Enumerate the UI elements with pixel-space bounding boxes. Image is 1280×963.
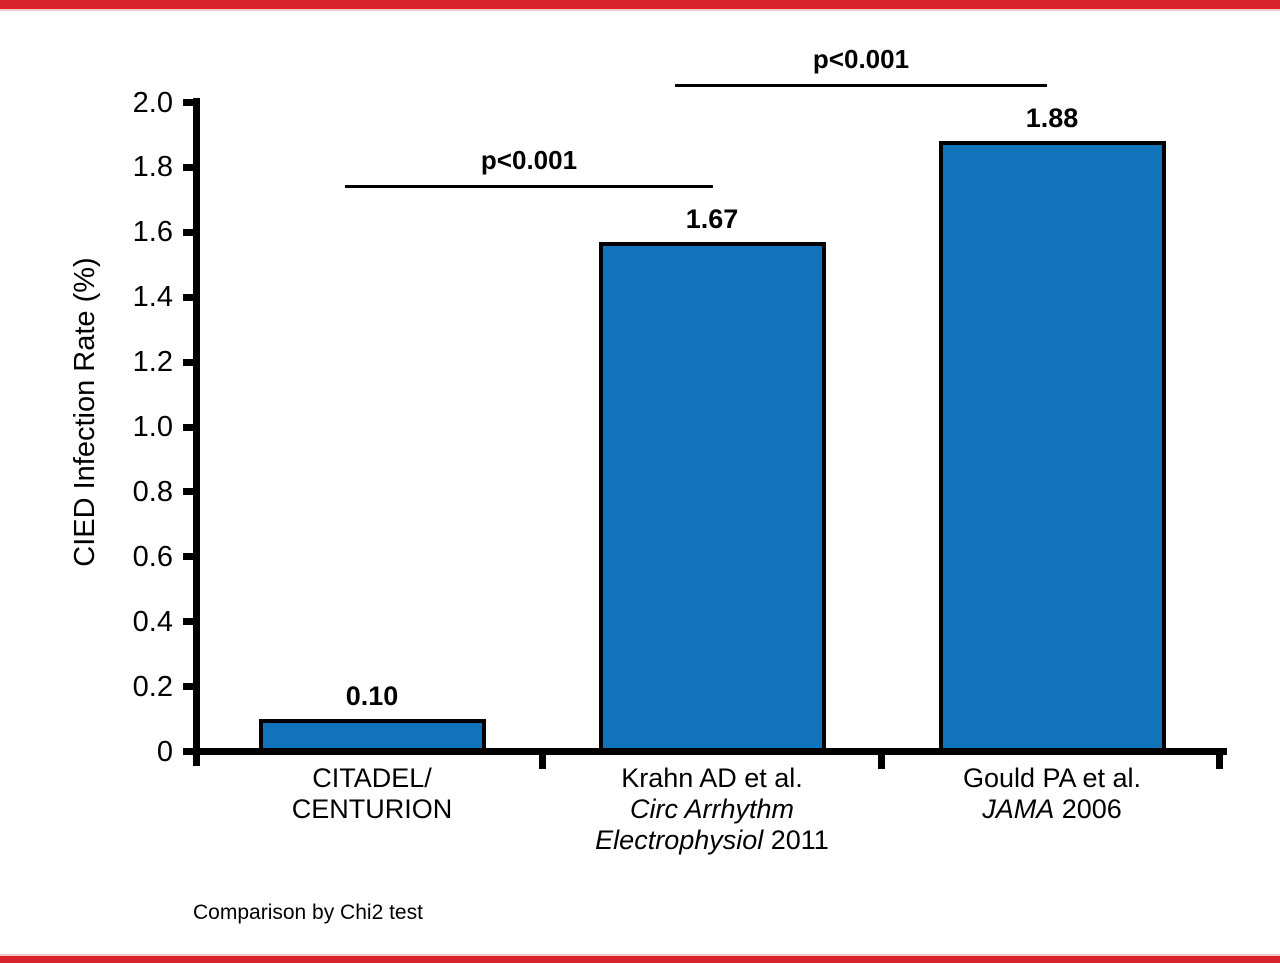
- y-tick-label: 1.6: [132, 216, 173, 249]
- y-tick-label: 0.4: [132, 605, 173, 638]
- x-category-label-line: Circ Arrhythm: [542, 794, 882, 825]
- y-tick-mark: [183, 683, 196, 691]
- y-tick-label: 1.8: [132, 151, 173, 184]
- bar-value-label: 1.67: [685, 204, 739, 234]
- y-axis-line: [193, 98, 200, 766]
- x-category-label: CITADEL/CENTURION: [202, 763, 542, 825]
- y-tick-mark: [183, 618, 196, 626]
- p-value-label: p<0.001: [812, 44, 910, 74]
- x-category-label-segment: Electrophysiol: [595, 825, 764, 855]
- x-tick-mark: [538, 748, 546, 769]
- y-tick-mark: [183, 163, 196, 171]
- y-tick-mark: [183, 488, 196, 496]
- y-tick-mark: [183, 423, 196, 431]
- x-category-label-segment: 2006: [1054, 794, 1122, 824]
- bottom-border-line-light: [0, 954, 1280, 956]
- y-tick-label: 0: [156, 735, 173, 768]
- y-tick-mark: [183, 99, 196, 106]
- top-border-line-light: [0, 9, 1280, 11]
- x-category-label-line: Krahn AD et al.: [542, 763, 882, 794]
- x-category-label: Gould PA et al. JAMA 2006: [882, 763, 1222, 825]
- bottom-border-line: [0, 956, 1280, 963]
- x-category-label-line: CITADEL/: [202, 763, 542, 794]
- x-category-label: Krahn AD et al. Circ Arrhythm Electrophysi…: [542, 763, 882, 856]
- y-tick-label: 0.8: [132, 475, 173, 508]
- bar-value-label: 0.10: [345, 681, 399, 711]
- significance-line: [345, 184, 713, 188]
- y-tick-mark: [183, 293, 196, 301]
- y-tick-label: 0.6: [132, 540, 173, 573]
- y-tick-label: 1.4: [132, 281, 173, 314]
- significance-line: [675, 83, 1047, 87]
- y-tick-mark: [183, 748, 196, 755]
- bar-2: [598, 242, 826, 752]
- y-tick-label: 1.0: [132, 411, 173, 443]
- x-category-label-segment: Circ Arrhythm: [629, 794, 794, 824]
- x-category-label-line: Gould PA et al.: [882, 763, 1222, 794]
- top-border-line: [0, 0, 1280, 9]
- x-category-label-segment: CITADEL/: [312, 763, 432, 793]
- y-tick-mark: [183, 358, 196, 366]
- y-tick-mark: [183, 553, 196, 561]
- x-category-label-segment: CENTURION: [291, 794, 453, 824]
- x-category-label-line: Electrophysiol 2011: [542, 825, 882, 856]
- bar-3: [938, 141, 1166, 752]
- footnote: Comparison by Chi2 test: [193, 901, 423, 924]
- p-value-label: p<0.001: [480, 145, 578, 175]
- y-tick-mark: [183, 228, 196, 236]
- x-category-label-line: JAMA 2006: [882, 794, 1222, 825]
- x-category-label-segment: JAMA: [982, 794, 1055, 824]
- x-category-label-segment: Krahn AD et al.: [621, 763, 803, 793]
- x-tick-mark: [1216, 748, 1223, 769]
- x-category-label-segment: 2011: [763, 825, 829, 855]
- x-category-label-line: CENTURION: [202, 794, 542, 825]
- y-tick-label: 0.2: [132, 670, 173, 703]
- x-category-label-segment: Gould PA et al.: [962, 763, 1142, 793]
- bar-value-label: 1.88: [1025, 103, 1079, 133]
- y-tick-label: 1.2: [132, 346, 173, 379]
- x-axis-line: [193, 748, 1227, 755]
- x-tick-mark: [877, 748, 885, 769]
- y-tick-label: 2.0: [132, 86, 173, 119]
